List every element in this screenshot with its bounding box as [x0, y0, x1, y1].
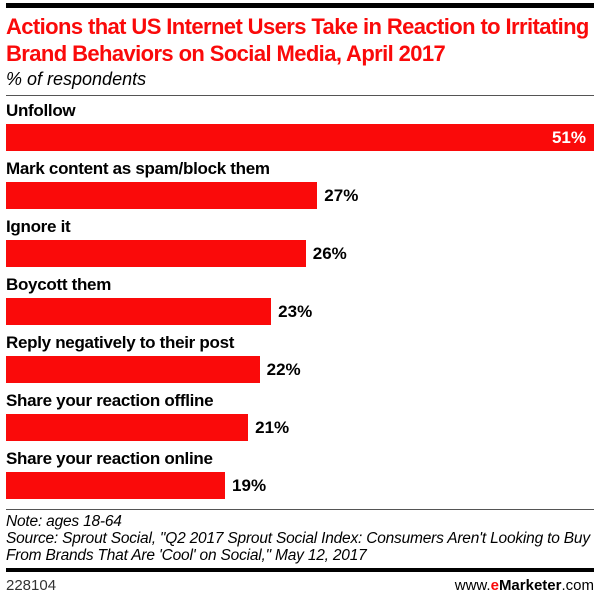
- source-text: Source: Sprout Social, "Q2 2017 Sprout S…: [6, 530, 590, 564]
- bar-track: 27%: [6, 182, 594, 209]
- brand-prefix: www.: [454, 577, 491, 594]
- emarketer-brand: www.eMarketer.com: [455, 577, 594, 595]
- bar-track: 23%: [6, 298, 594, 325]
- bar-category-label: Unfollow: [6, 101, 76, 120]
- brand-e: e: [490, 577, 499, 594]
- bar: [6, 472, 226, 499]
- notes-block: Note: ages 18-64 Source: Sprout Social, …: [6, 513, 594, 564]
- bar-value-label: 22%: [266, 360, 301, 379]
- bar-category-label: Ignore it: [6, 217, 71, 236]
- note-text: Note: ages 18-64: [6, 513, 122, 530]
- notes-divider: [6, 509, 594, 510]
- chart-id: 228104: [6, 577, 57, 594]
- bar-row: Boycott them 23%: [6, 272, 594, 330]
- bar-track: 19%: [6, 472, 594, 499]
- brand-name: Marketer: [498, 577, 562, 594]
- bar-row: Unfollow 51%: [6, 98, 594, 156]
- bar-value-label: 26%: [312, 244, 347, 263]
- bar-row: Ignore it 26%: [6, 214, 594, 272]
- bar-value-label: 21%: [255, 418, 290, 437]
- bar-category-label: Mark content as spam/block them: [6, 159, 270, 178]
- brand-suffix: .com: [561, 577, 594, 594]
- bar: [6, 240, 306, 267]
- bar-value-label: 27%: [324, 186, 359, 205]
- bar-track: 21%: [6, 414, 594, 441]
- bar-category-label: Share your reaction online: [6, 449, 213, 468]
- bar-row: Reply negatively to their post 22%: [6, 330, 594, 388]
- bar-value-label: 51%: [551, 128, 586, 147]
- bar: [6, 298, 272, 325]
- bar-category-label: Share your reaction offline: [6, 391, 214, 410]
- chart-page: Actions that US Internet Users Take in R…: [0, 3, 600, 601]
- bar-category-label: Boycott them: [6, 275, 112, 294]
- bar-row: Share your reaction offline 21%: [6, 388, 594, 446]
- bar: [6, 182, 318, 209]
- bar: [6, 414, 249, 441]
- bar-track: 51%: [6, 124, 594, 151]
- bar-row: Share your reaction online 19%: [6, 446, 594, 504]
- bar-value-label: 19%: [232, 476, 267, 495]
- header-divider: [6, 95, 594, 96]
- footer: 228104 www.eMarketer.com: [6, 577, 594, 595]
- bottom-rule: [6, 568, 594, 572]
- chart-title: Actions that US Internet Users Take in R…: [6, 14, 589, 66]
- bar-category-label: Reply negatively to their post: [6, 333, 235, 352]
- bar-value-label: 23%: [278, 302, 313, 321]
- bar-track: 26%: [6, 240, 594, 267]
- chart-subtitle: % of respondents: [6, 69, 147, 89]
- top-rule: [6, 3, 594, 8]
- bar: [6, 356, 260, 383]
- bar-rows: Unfollow 51% Mark content as spam/block th…: [6, 98, 594, 504]
- bar-row: Mark content as spam/block them 27%: [6, 156, 594, 214]
- bar: 51%: [6, 124, 594, 151]
- bar-track: 22%: [6, 356, 594, 383]
